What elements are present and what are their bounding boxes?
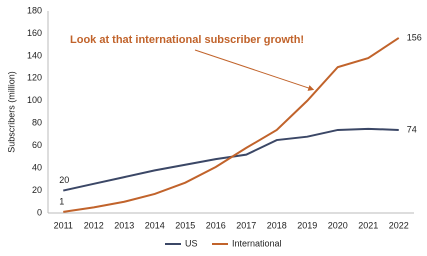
data-label: 20 bbox=[59, 175, 69, 185]
data-label: 156 bbox=[407, 32, 422, 42]
x-tick-label: 2011 bbox=[54, 220, 73, 230]
x-tick-label: 2012 bbox=[84, 220, 104, 230]
y-tick-label: 120 bbox=[27, 73, 42, 83]
x-tick-label: 2019 bbox=[297, 220, 317, 230]
y-tick-label: 180 bbox=[27, 5, 42, 15]
series-line bbox=[63, 127, 399, 192]
y-tick-label: 140 bbox=[27, 50, 42, 60]
y-axis-label: Subscribers (million) bbox=[6, 71, 16, 153]
series-line bbox=[63, 37, 400, 213]
legend-label: International bbox=[232, 238, 282, 248]
x-tick-label: 2020 bbox=[328, 220, 348, 230]
x-tick-label: 2021 bbox=[358, 220, 378, 230]
x-tick-label: 2016 bbox=[206, 220, 226, 230]
x-tick-label: 2017 bbox=[236, 220, 256, 230]
legend-label: US bbox=[185, 238, 198, 248]
x-tick-label: 2015 bbox=[175, 220, 195, 230]
annotation: Look at that international subscriber gr… bbox=[70, 34, 304, 46]
y-tick-label: 0 bbox=[37, 207, 42, 217]
x-tick-label: 2018 bbox=[267, 220, 287, 230]
y-tick-label: 20 bbox=[32, 185, 42, 195]
y-tick-label: 80 bbox=[32, 118, 42, 128]
y-tick-label: 160 bbox=[27, 28, 42, 38]
y-tick-label: 40 bbox=[32, 162, 42, 172]
x-tick-label: 2013 bbox=[114, 220, 134, 230]
y-tick-label: 60 bbox=[32, 140, 42, 150]
y-tick-label: 100 bbox=[27, 95, 42, 105]
x-tick-label: 2014 bbox=[145, 220, 165, 230]
x-tick-label: 2022 bbox=[389, 220, 409, 230]
annotation-arrow bbox=[194, 49, 315, 91]
data-label: 1 bbox=[59, 196, 64, 206]
data-label: 74 bbox=[407, 124, 417, 134]
